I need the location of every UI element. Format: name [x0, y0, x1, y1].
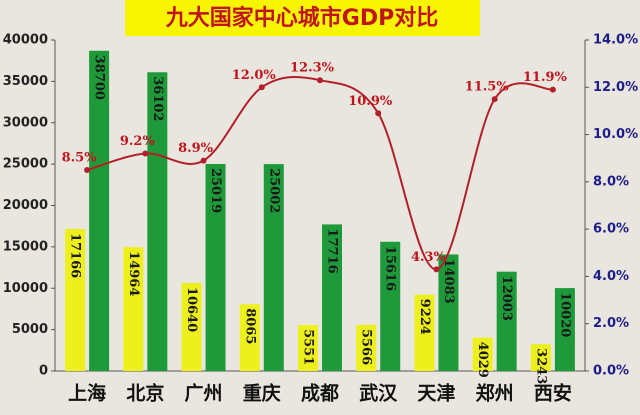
y2-tick-label: 12.0%: [593, 80, 638, 95]
line-point: [549, 86, 556, 93]
y-tick-label: 0: [39, 364, 48, 379]
line-point: [258, 84, 265, 91]
bar: [65, 228, 86, 371]
y2-tick-label: 14.0%: [593, 33, 638, 48]
x-tick-label: 郑州: [476, 383, 514, 405]
line-point: [491, 96, 498, 103]
bar: [181, 282, 202, 371]
y2-tick-label: 2.0%: [593, 316, 629, 331]
y-tick-label: 35000: [3, 74, 48, 89]
x-tick-label: 武汉: [359, 383, 398, 405]
line-point: [317, 77, 323, 84]
line-value-label: 8.5%: [62, 151, 98, 166]
bar-value-label: 10020: [557, 292, 572, 337]
bar-value-label: 17716: [325, 228, 340, 273]
x-tick-label: 北京: [126, 382, 164, 405]
y2-tick-label: 0.0%: [593, 364, 629, 379]
bar-value-label: 3243: [533, 348, 548, 384]
y-tick-label: 10000: [3, 281, 48, 296]
bar: [298, 325, 318, 371]
line-value-label: 12.3%: [290, 61, 335, 76]
line-value-label: 4.3%: [411, 250, 447, 265]
bar-value-label: 4029: [475, 342, 490, 378]
bar: [496, 271, 517, 371]
line-point: [433, 266, 440, 273]
bar: [356, 324, 377, 371]
bar-value-label: 8065: [242, 308, 257, 344]
bar: [438, 254, 459, 371]
y-tick-label: 25000: [3, 157, 48, 172]
bar: [472, 337, 493, 371]
bar-value-label: 17166: [68, 233, 83, 278]
y-tick-label: 5000: [12, 322, 48, 337]
line-value-label: 11.5%: [465, 80, 510, 95]
x-tick-label: 天津: [417, 382, 455, 405]
line-point: [84, 167, 91, 174]
line-point: [200, 157, 207, 164]
bar: [554, 288, 575, 371]
y2-tick-label: 10.0%: [593, 127, 638, 142]
bar-value-label: 9224: [417, 299, 432, 335]
bar-value-label: 15616: [383, 246, 398, 291]
bar: [89, 50, 110, 371]
x-tick-label: 上海: [68, 382, 106, 405]
chart-title: 九大国家中心城市GDP对比: [165, 5, 438, 31]
bar: [147, 72, 168, 371]
bar-value-label: 36102: [150, 76, 165, 121]
bar-value-label: 12003: [499, 276, 514, 321]
line-point: [142, 150, 149, 157]
x-tick-label: 重庆: [243, 382, 281, 405]
bar: [205, 163, 226, 371]
bar-value-label: 5566: [359, 329, 374, 365]
y2-tick-label: 4.0%: [593, 269, 629, 284]
y2-tick-label: 8.0%: [593, 174, 629, 189]
y-tick-label: 15000: [3, 239, 48, 254]
line-value-label: 10.9%: [348, 94, 393, 109]
bar: [380, 241, 401, 371]
x-tick-label: 广州: [185, 382, 223, 405]
title-box: [125, 0, 480, 36]
bar: [239, 304, 260, 371]
bar: [530, 344, 551, 371]
line-value-label: 8.9%: [178, 141, 214, 156]
y-tick-label: 20000: [3, 198, 48, 213]
y-tick-label: 30000: [3, 115, 48, 130]
x-tick-label: 成都: [301, 382, 339, 405]
y2-tick-label: 6.0%: [593, 222, 629, 237]
bar-value-label: 25019: [208, 168, 223, 213]
bar: [322, 224, 342, 371]
line-value-label: 12.0%: [232, 68, 277, 83]
bar: [123, 247, 144, 371]
line: [86, 75, 554, 271]
bar-value-label: 14964: [126, 251, 141, 296]
bar-value-label: 10640: [184, 287, 199, 332]
bar-value-label: 5551: [301, 329, 316, 365]
line-value-label: 9.2%: [120, 134, 156, 149]
line-value-label: 11.9%: [523, 70, 568, 85]
bar-value-label: 38700: [92, 55, 107, 100]
bar: [263, 164, 284, 371]
bar-value-label: 14083: [441, 258, 456, 303]
bar: [414, 294, 435, 371]
x-tick-label: 西安: [534, 382, 572, 405]
y-tick-label: 40000: [3, 33, 48, 48]
bar-value-label: 25002: [266, 168, 281, 213]
line-point: [375, 110, 382, 117]
